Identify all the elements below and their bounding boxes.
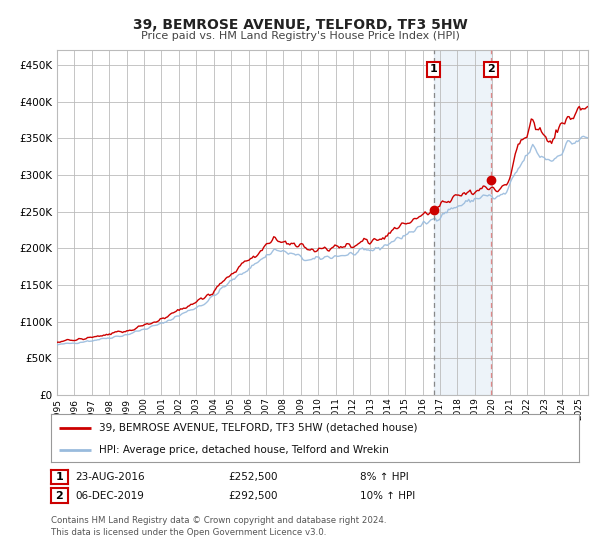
- Text: 2: 2: [487, 64, 495, 74]
- Text: 1: 1: [430, 64, 437, 74]
- Text: 8% ↑ HPI: 8% ↑ HPI: [360, 472, 409, 482]
- Text: 23-AUG-2016: 23-AUG-2016: [75, 472, 145, 482]
- Text: 39, BEMROSE AVENUE, TELFORD, TF3 5HW (detached house): 39, BEMROSE AVENUE, TELFORD, TF3 5HW (de…: [98, 423, 417, 433]
- Text: 2: 2: [56, 491, 63, 501]
- Text: HPI: Average price, detached house, Telford and Wrekin: HPI: Average price, detached house, Telf…: [98, 445, 388, 455]
- Bar: [434, 50, 491, 395]
- Text: Price paid vs. HM Land Registry's House Price Index (HPI): Price paid vs. HM Land Registry's House …: [140, 31, 460, 41]
- Text: 06-DEC-2019: 06-DEC-2019: [75, 491, 144, 501]
- Text: Contains HM Land Registry data © Crown copyright and database right 2024.
This d: Contains HM Land Registry data © Crown c…: [51, 516, 386, 537]
- Text: £292,500: £292,500: [228, 491, 277, 501]
- Text: £252,500: £252,500: [228, 472, 277, 482]
- Text: 10% ↑ HPI: 10% ↑ HPI: [360, 491, 415, 501]
- Text: 1: 1: [56, 472, 63, 482]
- Text: 39, BEMROSE AVENUE, TELFORD, TF3 5HW: 39, BEMROSE AVENUE, TELFORD, TF3 5HW: [133, 18, 467, 32]
